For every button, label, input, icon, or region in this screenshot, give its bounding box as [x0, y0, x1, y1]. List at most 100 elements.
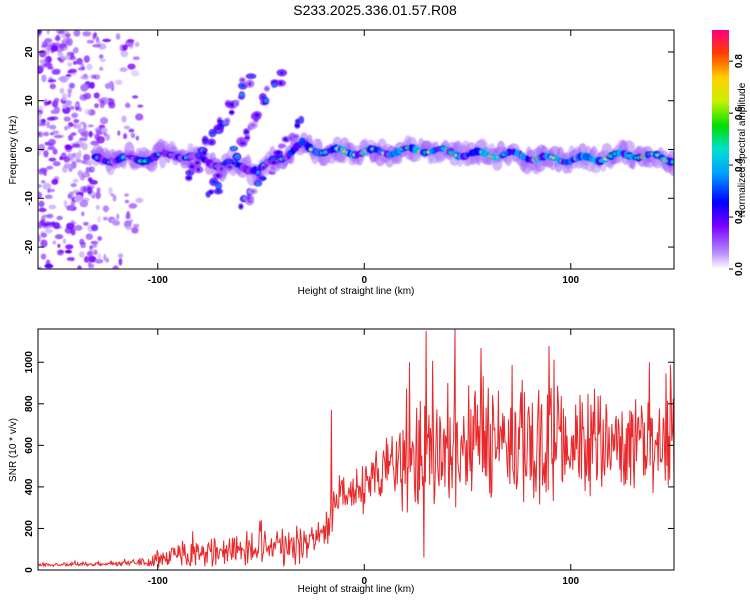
- spectrogram-speckle: [124, 102, 131, 109]
- spectrogram-speckle: [108, 80, 114, 88]
- spectrogram-speckle: [71, 161, 77, 169]
- branch-core: [233, 102, 240, 106]
- branch-core: [211, 180, 217, 184]
- spectrogram-speckle: [88, 130, 93, 138]
- spectrogram-speckle: [73, 123, 82, 129]
- spectrogram-speckle: [81, 211, 85, 217]
- spectrogram-speckle: [38, 234, 41, 243]
- spectrogram-speckle: [39, 59, 46, 65]
- spectrogram-speckle: [73, 30, 81, 37]
- spectrogram-speckle: [90, 240, 99, 245]
- branch-core: [230, 102, 235, 107]
- spectrogram-speckle: [79, 121, 86, 125]
- branch-core: [216, 189, 221, 194]
- branch-core: [250, 123, 256, 127]
- branch-core: [250, 189, 256, 194]
- spectrogram-speckle: [56, 215, 63, 221]
- spectrogram-speckle: [66, 205, 74, 211]
- spectrogram-speckle: [38, 200, 45, 208]
- spectrogram-speckle: [95, 204, 100, 210]
- spectrogram-speckle: [99, 100, 105, 109]
- spectrogram-speckle: [130, 132, 136, 139]
- spectrogram-speckle: [120, 50, 129, 58]
- spectrogram-speckle: [68, 68, 77, 73]
- snr-ytick-label: 0: [24, 567, 35, 573]
- spectrogram-speckle: [131, 227, 139, 234]
- spectrogram-speckle: [69, 105, 75, 110]
- spectrogram-speckle: [38, 191, 43, 199]
- spectrogram-speckle: [83, 123, 87, 130]
- spectrogram-speckle: [137, 104, 144, 108]
- spectrogram-speckle: [103, 254, 107, 261]
- spectrogram-speckle: [96, 253, 102, 261]
- spectrogram-xtick-label: -100: [148, 275, 168, 286]
- snr-ytick-label: 1000: [24, 351, 35, 374]
- spectrogram-speckle: [38, 143, 45, 152]
- branch-core: [234, 154, 240, 159]
- branch-core: [275, 150, 281, 155]
- spectrogram-speckle: [92, 43, 101, 48]
- spectrogram-speckle: [99, 66, 104, 71]
- spectrogram-speckle: [64, 144, 72, 150]
- spectrogram-speckle: [47, 56, 52, 63]
- spectrogram-speckle: [58, 43, 67, 49]
- branch-core: [202, 138, 209, 142]
- spectrogram-speckle: [97, 236, 102, 241]
- branch-core: [240, 78, 245, 82]
- spectrogram-speckle: [75, 102, 80, 108]
- branch-core: [279, 144, 286, 148]
- snr-ytick-label: 800: [24, 395, 35, 412]
- spectrogram-speckle: [92, 33, 96, 40]
- spectrogram-speckle: [53, 106, 60, 114]
- colorbar-label: Normalized spectral amplitude: [737, 82, 748, 217]
- branch-core: [239, 204, 243, 209]
- branch-core: [249, 74, 253, 78]
- spectrogram-speckle: [130, 70, 140, 77]
- spectrogram-speckle: [119, 44, 126, 52]
- spectrogram-speckle: [95, 191, 101, 200]
- spectrogram-speckle: [132, 56, 140, 60]
- spectrogram-speckle: [41, 74, 47, 83]
- spectrogram-speckle: [39, 207, 45, 212]
- branch-core: [195, 161, 200, 165]
- spectrogram-speckle: [59, 87, 65, 94]
- spectrogram-speckle: [94, 259, 104, 264]
- spectrogram-speckle: [96, 187, 101, 193]
- spectrogram-speckle: [76, 57, 83, 65]
- spectrogram-speckle: [86, 251, 94, 257]
- spectrogram-ytick-label: 20: [24, 46, 35, 58]
- spectrogram-speckle: [64, 125, 68, 131]
- spectrogram-speckle: [77, 128, 86, 135]
- spectrogram-speckle: [50, 116, 59, 121]
- spectrogram-speckle: [55, 30, 60, 33]
- snr-xtick-label: 0: [361, 576, 367, 587]
- spectrogram-speckle: [42, 182, 52, 190]
- spectrogram-speckle: [89, 81, 95, 89]
- branch-core: [209, 190, 213, 194]
- spectrogram-speckle: [69, 191, 75, 197]
- branch-core: [294, 123, 301, 128]
- spectrogram-speckle: [53, 134, 63, 139]
- branch-core: [244, 135, 250, 140]
- spectrogram-speckle: [44, 228, 53, 234]
- colorbar-gradient: [712, 30, 729, 269]
- spectrogram-y-ticks: -20 -10 0 10 20: [24, 46, 674, 254]
- branch-core: [196, 167, 200, 172]
- spectrogram-speckle: [102, 38, 111, 43]
- spectrogram-speckle: [67, 62, 73, 67]
- branch-core: [292, 134, 298, 139]
- branch-core: [256, 170, 260, 175]
- spectrogram-speckle: [54, 36, 61, 41]
- spectrogram-speckle: [63, 116, 71, 122]
- snr-ylabel: SNR (10 * v/v): [8, 418, 19, 482]
- spectrogram-speckle: [121, 115, 127, 123]
- spectrogram-speckle: [123, 133, 128, 140]
- spectrogram-speckle: [61, 103, 68, 109]
- branch-core: [255, 181, 261, 186]
- spectrogram-speckle: [65, 74, 72, 77]
- spectrogram-speckle: [87, 160, 93, 166]
- spectrogram-speckle: [135, 135, 140, 141]
- spectrogram-speckle: [83, 55, 90, 63]
- spectrogram-speckle: [58, 250, 65, 254]
